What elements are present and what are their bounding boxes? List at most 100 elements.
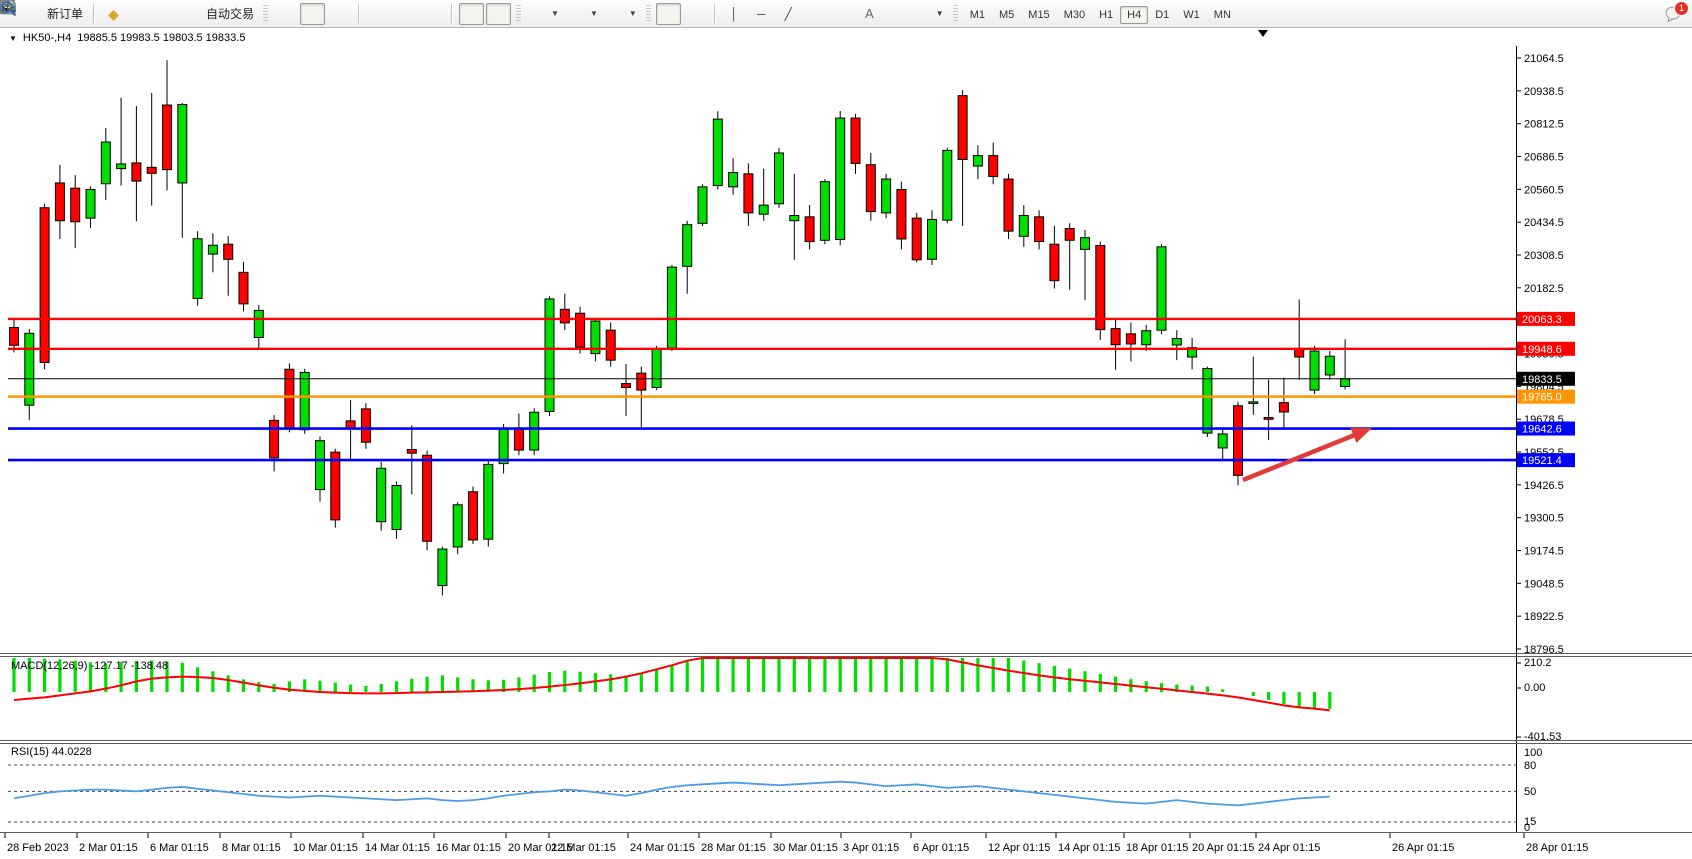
price-axis-tick-label: 21064.5 [1524,53,1564,65]
bull-candle [192,238,203,299]
text-label-tool-icon[interactable]: T [0,0,909,25]
bear-candle [513,427,524,451]
market-watch-icon[interactable]: ◆ [108,5,119,22]
time-axis-label: 24 Mar 01:15 [630,842,695,854]
timeframe-D1[interactable]: D1 [1155,8,1170,21]
time-axis-label: 22 Mar 01:15 [551,842,616,854]
rsi-axis-label: 50 [1524,786,1536,798]
bull-candle [1202,367,1213,434]
time-axis-label: 28 Apr 01:15 [1526,842,1588,854]
arrows-caret-icon: ▼ [935,9,944,18]
macd-axis-label: 0.00 [1524,682,1545,694]
bear-candle [54,182,65,222]
price-flag-label: 19521.4 [1522,455,1562,467]
bear-candle [131,162,142,182]
bull-candle [24,332,35,406]
bear-candle [865,164,876,213]
horizontal-line-tool-icon[interactable]: ─ [757,6,766,21]
chart-plot-area[interactable] [8,46,1516,831]
macd-indicator-label: MACD(12,26,9) -127.17 -138.48 [11,660,169,672]
time-axis-label: 6 Mar 01:15 [150,842,209,854]
price-flag [1517,421,1575,436]
timeframe-M1[interactable]: M1 [969,8,985,21]
bear-candle [1110,328,1121,346]
bear-candle [1049,243,1060,282]
bear-candle [223,243,234,260]
bull-candle [483,463,494,540]
chart-dropdown-icon[interactable]: ▼ [9,33,17,43]
price-axis-tick-label: 20686.5 [1524,152,1564,164]
macd-signal-line [13,657,1330,712]
ohlc-values: 19885.5 19983.5 19803.5 19833.5 [77,32,246,44]
time-axis-label: 26 Apr 01:15 [1392,842,1454,854]
price-axis-tick-label: 19048.5 [1524,578,1564,590]
price-axis-tick-label: 19174.5 [1524,546,1564,558]
bear-candle [1263,416,1274,420]
rsi-axis-label: 80 [1524,760,1536,772]
bull-candle [1080,237,1090,250]
bull-candle [927,218,937,260]
time-axis-label: 14 Mar 01:15 [365,842,430,854]
vertical-line-tool-icon[interactable]: │ [730,6,739,21]
chart-header[interactable]: ▼ HK50-,H4 19885.5 19983.5 19803.5 19833… [9,32,245,44]
bear-candle [330,451,341,521]
bear-candle [559,308,570,324]
timeframe-W1[interactable]: W1 [1183,8,1200,21]
bear-candle [1003,178,1014,232]
price-flag [1517,311,1575,326]
bear-candle [743,173,754,214]
time-axis-label: 2 Mar 01:15 [79,842,138,854]
annotation-arrow-shaft[interactable] [1242,431,1360,483]
price-flag-label: 19833.5 [1522,374,1562,386]
bull-candle [1309,350,1320,391]
bull-candle [881,178,892,214]
search-icon[interactable] [1,1,1657,22]
timeframe-M5[interactable]: M5 [999,8,1015,21]
price-axis-tick-label: 20434.5 [1524,217,1564,229]
bear-candle [911,217,922,261]
macd-axis-label: -401.53 [1524,731,1561,743]
chat-notification-icon[interactable]: 1 [1665,0,1689,22]
timeframe-MN[interactable]: MN [1213,8,1231,21]
bull-candle [437,548,448,587]
timeframe-M30[interactable]: M30 [1063,8,1086,21]
timeframe-H4[interactable]: H4 [1120,5,1149,24]
text-tool-icon[interactable]: A [864,6,874,21]
bear-candle [238,271,249,305]
rsi-indicator-label: RSI(15) 44.0228 [11,746,92,758]
time-axis-label: 16 Mar 01:15 [436,842,501,854]
bull-candle [942,149,953,221]
bull-candle [789,215,800,222]
trendline-tool-icon[interactable]: ╱ [784,6,792,21]
bear-candle [360,408,371,443]
bear-candle [575,312,586,348]
timeframe-M15[interactable]: M15 [1028,8,1050,21]
bull-candle [529,411,540,451]
bear-candle [636,372,647,391]
notification-badge: 1 [1674,0,1689,16]
timeframe-H1[interactable]: H1 [1099,8,1114,21]
bear-candle [9,327,19,346]
bear-candle [1125,333,1136,345]
time-axis-label: 20 Apr 01:15 [1192,842,1254,854]
bull-candle [712,118,723,187]
price-flag [1517,371,1575,386]
bear-candle [804,216,815,243]
bear-candle [1095,244,1106,331]
price-axis-tick-label: 18922.5 [1524,611,1564,623]
bull-candle [590,320,601,355]
bear-candle [605,329,616,361]
bull-candle [544,298,555,412]
bull-candle [728,172,739,188]
bear-candle [345,420,356,429]
time-axis-label: 12 Apr 01:15 [988,842,1050,854]
time-axis-label: 28 Mar 01:15 [701,842,766,854]
periods-caret-icon: ▼ [589,9,598,18]
auto-trading-label: 自动交易 [206,7,255,21]
price-axis-tick-label: 20812.5 [1524,119,1564,131]
bear-candle [1233,405,1243,476]
time-axis-label: 28 Feb 2023 [7,842,69,854]
bull-candle [1217,433,1228,449]
